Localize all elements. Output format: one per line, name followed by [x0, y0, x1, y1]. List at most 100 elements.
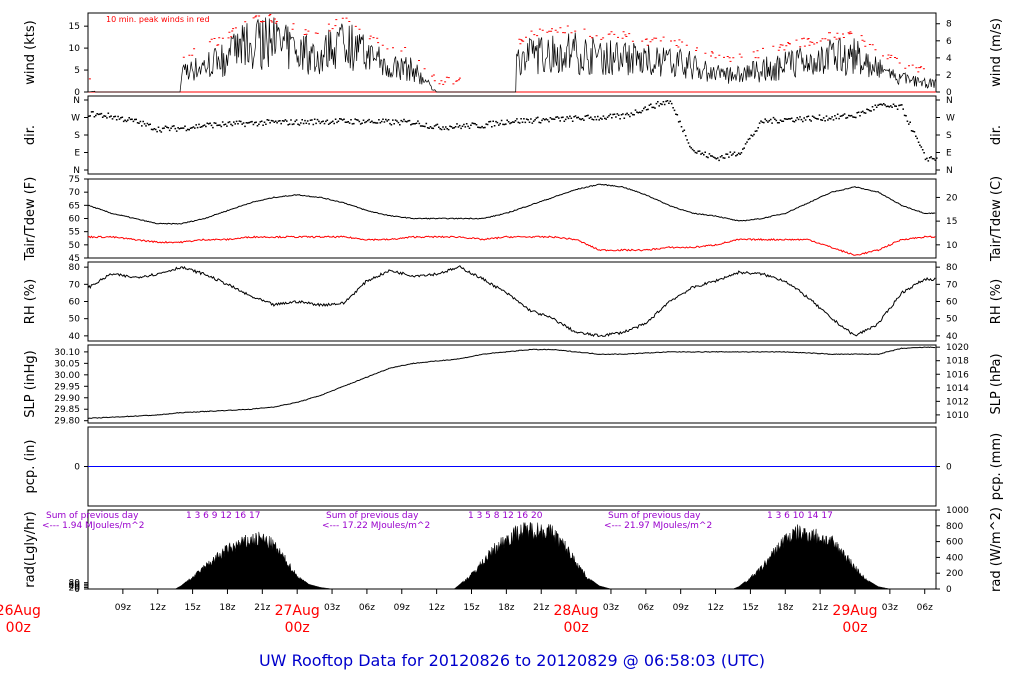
- left-tick-label: 45: [69, 254, 80, 264]
- x-tick-label: 06z: [917, 603, 933, 613]
- right-tick-label: 600: [946, 538, 963, 548]
- day-label-date: 28Aug: [554, 603, 599, 619]
- x-tick-label: 09z: [673, 603, 689, 613]
- right-axis-label: wind (m/s): [989, 18, 1004, 87]
- x-tick-label: 09z: [115, 603, 131, 613]
- right-tick-label: 10: [946, 241, 958, 251]
- left-tick-label: 40: [69, 332, 81, 342]
- left-axis-label: dir.: [23, 125, 38, 145]
- x-tick-label: 18z: [498, 603, 514, 613]
- right-tick-label: 2: [946, 71, 952, 81]
- x-tick-label: 03z: [603, 603, 619, 613]
- right-tick-label: 0: [946, 585, 952, 595]
- radiation-summary-label: Sum of previous day: [326, 511, 419, 521]
- left-tick-label: E: [74, 149, 80, 159]
- radiation-day-2: [453, 521, 612, 590]
- right-tick-label: 15: [946, 217, 957, 227]
- right-tick-label: N: [946, 96, 953, 106]
- chart-title: UW Rooftop Data for 20120826 to 20120829…: [259, 651, 765, 670]
- air-temp-series: [87, 183, 936, 225]
- left-tick-label: 0: [74, 88, 80, 98]
- left-tick-label: 70: [69, 280, 81, 290]
- x-tick-label: 18z: [777, 603, 793, 613]
- right-tick-label: E: [946, 149, 952, 159]
- x-tick-label: 15z: [742, 603, 758, 613]
- day-label-date: 26Aug: [0, 603, 41, 619]
- left-tick-label: 70: [69, 188, 81, 198]
- x-tick-label: 12z: [429, 603, 445, 613]
- left-tick-label: 60: [69, 298, 81, 308]
- x-axis: 09z 12z 15z 18z 21z 03z 06z 09z 12z 15z 18z 21z 03z 0…: [0, 589, 933, 636]
- right-axis-label: dir.: [989, 125, 1004, 145]
- right-axis-label: rad (W/m^2): [989, 507, 1004, 592]
- x-tick-label: 15z: [184, 603, 200, 613]
- left-tick-label: 30.00: [54, 371, 80, 381]
- x-tick-label: 12z: [150, 603, 166, 613]
- right-tick-label: 1012: [946, 397, 969, 407]
- panel-frame: [87, 178, 937, 259]
- right-tick-label: 50: [946, 315, 958, 325]
- rh-series: [87, 265, 936, 338]
- left-tick-label: W: [71, 114, 80, 124]
- left-axis-label: pcp. (in): [23, 440, 38, 494]
- right-tick-label: 1020: [946, 343, 969, 353]
- panel-rad: rad(Lgly/hr) rad (W/m^2)02040608002004006…: [23, 506, 1004, 595]
- panel-slp: SLP (inHg) SLP (hPa)29.8029.8529.9029.953…: [23, 343, 1004, 427]
- day-label-hour: 00z: [285, 620, 310, 636]
- slp-series: [87, 346, 936, 420]
- left-tick-label: 0: [74, 585, 80, 595]
- left-tick-label: 0: [74, 463, 80, 473]
- panel-frame: [87, 12, 937, 93]
- left-tick-label: 60: [69, 580, 81, 590]
- radiation-summary-value: <--- 17.22 MJoules/m^2: [322, 521, 430, 531]
- left-tick-label: 80: [69, 579, 81, 589]
- left-tick-label: 55: [69, 228, 80, 238]
- left-tick-label: 40: [69, 582, 81, 592]
- left-tick-label: N: [73, 96, 80, 106]
- radiation-summary-value: <--- 1.94 MJoules/m^2: [42, 521, 144, 531]
- radiation-summary-value: <--- 21.97 MJoules/m^2: [604, 521, 712, 531]
- right-tick-label: 200: [946, 569, 963, 579]
- direction-points: [88, 100, 938, 162]
- left-axis-label: SLP (inHg): [23, 350, 38, 418]
- day-label-hour: 00z: [564, 620, 589, 636]
- right-axis-label: SLP (hPa): [989, 353, 1004, 414]
- day-label-date: 27Aug: [275, 603, 320, 619]
- left-axis-label: rad(Lgly/hr): [23, 511, 38, 587]
- left-tick-label: 30.10: [54, 348, 80, 358]
- right-tick-label: 20: [946, 193, 958, 203]
- panel-frame: [87, 261, 937, 342]
- radiation-summary-label: Sum of previous day: [46, 511, 139, 521]
- x-tick-label: 21z: [254, 603, 270, 613]
- right-tick-label: 0: [946, 463, 952, 473]
- dewpoint-series: [87, 235, 936, 256]
- x-tick-label: 18z: [219, 603, 235, 613]
- right-tick-label: 6: [946, 37, 952, 47]
- left-axis-label: Tair/Tdew (F): [23, 177, 38, 262]
- right-tick-label: 1000: [946, 506, 969, 516]
- right-tick-label: 4: [946, 54, 952, 64]
- right-tick-label: 60: [946, 298, 958, 308]
- left-tick-label: S: [74, 131, 80, 141]
- radiation-summary-hours: 1 3 6 10 14 17: [767, 511, 833, 521]
- right-axis-label: pcp. (mm): [989, 433, 1004, 500]
- left-tick-label: 60: [69, 215, 81, 225]
- left-tick-label: 29.85: [54, 405, 80, 415]
- radiation-day-1: [174, 531, 333, 590]
- wind-peak-marks: [88, 14, 925, 85]
- right-tick-label: 1014: [946, 384, 969, 394]
- left-axis-label: wind (kts): [23, 20, 38, 84]
- left-tick-label: 65: [69, 201, 80, 211]
- left-tick-label: 15: [69, 22, 80, 32]
- left-tick-label: 29.95: [54, 382, 80, 392]
- right-tick-label: 400: [946, 553, 963, 563]
- x-tick-label: 03z: [882, 603, 898, 613]
- radiation-day-3: [732, 524, 890, 590]
- left-tick-label: N: [73, 166, 80, 176]
- radiation-summary-label: Sum of previous day: [608, 511, 701, 521]
- chart-panels: wind (kts) wind (m/s) 0 5 10 15 0 2 4 6 8 10 min. p…: [23, 12, 1004, 595]
- radiation-summary-hours: 1 3 5 8 12 16 20: [468, 511, 543, 521]
- right-tick-label: 800: [946, 522, 963, 532]
- x-tick-label: 12z: [707, 603, 723, 613]
